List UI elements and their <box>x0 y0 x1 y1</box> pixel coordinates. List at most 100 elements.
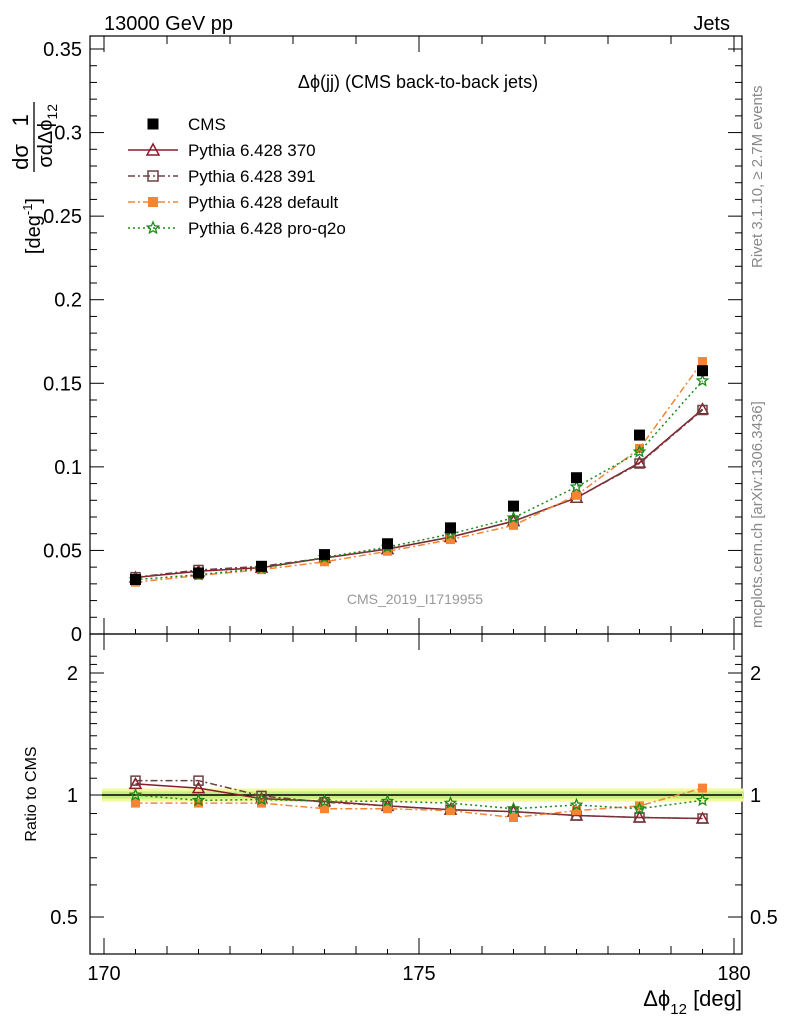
series-layer <box>128 357 710 824</box>
x-tick-label: 180 <box>717 963 750 985</box>
legend-entry-pythia-6-428-391: Pythia 6.428 391 <box>128 167 316 186</box>
main-point-cms <box>382 538 393 550</box>
main-point-pythia-6-428-370 <box>632 455 647 468</box>
ratio-point-pythia-6-428-370 <box>191 781 206 794</box>
main-point-cms <box>508 500 519 512</box>
ratio-point-pythia-6-428-pro-q2o <box>569 797 584 811</box>
legend: CMS Pythia 6.428 370 Pythia 6.428 391 Pythi… <box>128 115 346 238</box>
main-y-axis-label: 1 dσ σdΔϕ12 [deg-1] <box>8 102 60 254</box>
ratio-y-axis-label: Ratio to CMS <box>23 746 40 841</box>
main-point-pythia-6-428-391 <box>634 458 645 469</box>
main-point-pythia-6-428-default <box>509 520 518 530</box>
main-point-pythia-6-428-default <box>698 357 707 367</box>
ratio-y-tick-label: 0.5 <box>50 907 78 929</box>
main-y-tick-label: 0.3 <box>54 123 82 145</box>
legend-marker <box>147 118 159 130</box>
main-point-cms <box>445 522 456 534</box>
ratio-point-pythia-6-428-pro-q2o <box>695 793 710 807</box>
main-point-cms <box>193 567 204 579</box>
legend-label: CMS <box>188 115 226 134</box>
axes-ticks: 0 0.05 0.1 0.15 0.2 0.25 0.3 0.35 0.5 0.5 1 1 2 2 170 1… <box>43 36 778 985</box>
ratio-point-pythia-6-428-391 <box>130 775 141 786</box>
x-tick-label: 175 <box>402 963 435 985</box>
main-y-tick-label: 0.15 <box>43 373 82 395</box>
legend-entry-cms: CMS <box>147 115 226 134</box>
ratio-point-pythia-6-428-default <box>131 798 140 808</box>
main-point-cms <box>130 574 141 586</box>
legend-entry-pythia-6-428-370: Pythia 6.428 370 <box>128 141 316 160</box>
main-point-cms <box>571 472 582 484</box>
main-point-pythia-6-428-default <box>383 546 392 556</box>
ratio-point-pythia-6-428-pro-q2o <box>254 792 269 806</box>
analysis-watermark: CMS_2019_I1719955 <box>347 591 483 607</box>
main-y-tick-label: 0 <box>71 624 82 646</box>
svg-text:1 dσ: 1 dσ <box>8 108 33 170</box>
main-point-pythia-6-428-pro-q2o <box>569 479 584 493</box>
main-point-pythia-6-428-default <box>635 443 644 453</box>
ratio-point-pythia-6-428-pro-q2o <box>443 795 458 809</box>
main-y-tick-label: 0.2 <box>54 290 82 312</box>
header-right: Jets <box>693 13 730 35</box>
legend-label: Pythia 6.428 370 <box>188 141 316 160</box>
main-point-pythia-6-428-pro-q2o <box>695 373 710 387</box>
legend-entry-pythia-6-428-pro-q2o: Pythia 6.428 pro-q2o <box>128 219 346 238</box>
series-cms <box>130 365 708 586</box>
ratio-point-pythia-6-428-default <box>698 783 707 793</box>
x-tick-label: 170 <box>87 963 120 985</box>
main-y-tick-label: 0.35 <box>43 39 82 61</box>
ratio-point-pythia-6-428-pro-q2o <box>317 794 332 808</box>
main-point-cms <box>697 365 708 377</box>
main-point-pythia-6-428-391 <box>697 404 708 416</box>
main-line-pythia-6-428-391 <box>135 409 703 578</box>
ratio-point-pythia-6-428-pro-q2o <box>128 787 143 801</box>
legend-entry-pythia-6-428-default: Pythia 6.428 default <box>128 193 339 212</box>
legend-label: Pythia 6.428 391 <box>188 167 316 186</box>
ratio-point-pythia-6-428-default <box>509 812 518 822</box>
series-pythia-6-428-391 <box>130 404 708 824</box>
main-line-pythia-6-428-default <box>135 361 704 583</box>
ratio-point-pythia-6-428-391 <box>697 813 708 824</box>
ratio-point-pythia-6-428-default <box>635 801 644 811</box>
legend-marker <box>147 170 159 182</box>
main-point-pythia-6-428-pro-q2o <box>632 444 647 458</box>
ratio-point-pythia-6-428-391 <box>193 775 204 786</box>
ratio-point-pythia-6-428-pro-q2o <box>380 794 395 808</box>
main-point-pythia-6-428-default <box>320 557 329 567</box>
series-pythia-6-428-default <box>131 357 707 822</box>
legend-marker <box>148 197 158 207</box>
header-left: 13000 GeV pp <box>104 13 233 35</box>
ratio-point-pythia-6-428-391 <box>634 812 645 823</box>
ratio-y-tick-label: 2 <box>67 663 78 685</box>
ratio-y-tick-label: 1 <box>67 785 78 807</box>
rivet-version-text: Rivet 3.1.10, ≥ 2.7M events <box>749 86 766 269</box>
legend-marker <box>145 142 161 156</box>
main-y-tick-label: 0.25 <box>43 206 82 228</box>
main-point-pythia-6-428-pro-q2o <box>506 510 521 524</box>
ratio-y-tick-label-right: 0.5 <box>750 907 778 929</box>
main-y-tick-label: 0.05 <box>43 540 82 562</box>
main-point-cms <box>319 549 330 561</box>
chart-title: Δϕ(jj) (CMS back-to-back jets) <box>298 72 538 92</box>
main-point-cms <box>256 560 267 572</box>
main-y-tick-label: 0.1 <box>54 457 82 479</box>
ratio-point-pythia-6-428-pro-q2o <box>191 793 206 807</box>
main-point-pythia-6-428-default <box>446 535 455 545</box>
ratio-point-pythia-6-428-pro-q2o <box>506 801 521 815</box>
ratio-line-pythia-6-428-391 <box>135 779 703 820</box>
legend-label: Pythia 6.428 pro-q2o <box>188 219 346 238</box>
ratio-point-pythia-6-428-default <box>383 804 392 814</box>
mcplots-credit-text: mcplots.cern.ch [arXiv:1306.3436] <box>749 401 766 628</box>
ratio-line-pythia-6-428-default <box>135 787 703 819</box>
legend-label: Pythia 6.428 default <box>188 193 339 212</box>
main-line-pythia-6-428-370 <box>135 408 703 579</box>
ratio-y-tick-label-right: 2 <box>750 663 761 685</box>
x-axis-label: Δϕ12 [deg] <box>643 986 742 1018</box>
ratio-y-tick-label-right: 1 <box>750 785 761 807</box>
ratio-point-pythia-6-428-default <box>446 806 455 816</box>
svg-text:[deg-1]: [deg-1] <box>20 198 45 254</box>
main-point-cms <box>634 429 645 441</box>
ratio-point-pythia-6-428-pro-q2o <box>632 801 647 815</box>
main-line-pythia-6-428-pro-q2o <box>135 380 704 581</box>
ratio-point-pythia-6-428-default <box>320 804 329 814</box>
